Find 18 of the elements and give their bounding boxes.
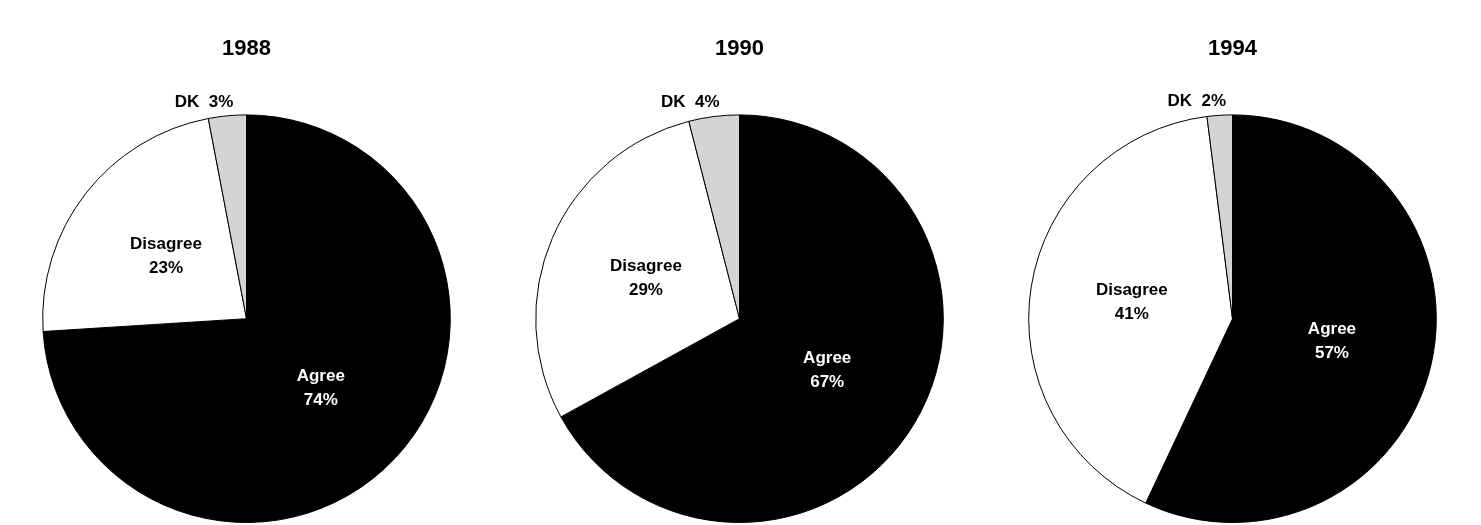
slice-label: Disagree (1095, 280, 1168, 300)
chart-title: 1988 (222, 35, 271, 61)
data-label: 67% (810, 372, 845, 392)
slice-label: DK 4% (660, 92, 720, 112)
chart-title: 1990 (715, 35, 764, 61)
slice-label: Disagree (610, 255, 682, 275)
data-label: 57% (1314, 342, 1349, 362)
slice-label: DK 3% (174, 91, 234, 111)
slice-label: Agree (803, 348, 852, 368)
data-label: 74% (303, 390, 338, 410)
chart-title: 1994 (1208, 35, 1258, 61)
data-label: 29% (628, 279, 663, 299)
slice-label: DK 2% (1167, 91, 1227, 111)
slice-label: Disagree (130, 233, 202, 253)
slice-label: Agree (1307, 318, 1357, 338)
data-label: 41% (1114, 304, 1149, 324)
slice-label: Agree (296, 366, 345, 386)
data-label: 23% (148, 257, 183, 277)
